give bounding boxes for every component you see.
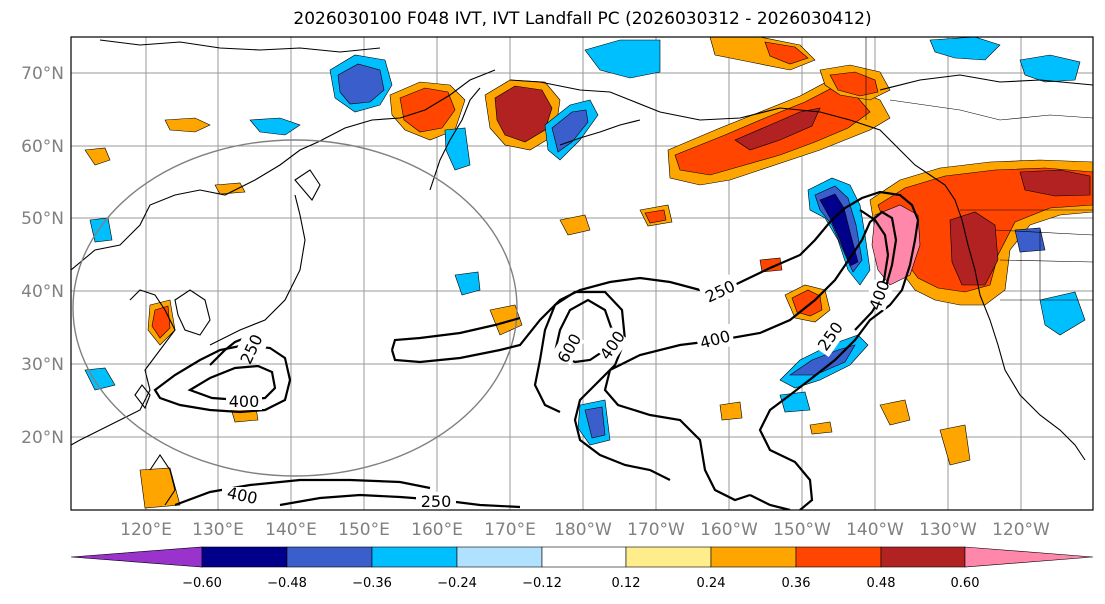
lon-label: 150°E (338, 520, 390, 540)
colorbar-swatch (371, 546, 458, 568)
lat-label-40n: 40°N (21, 282, 64, 302)
colorbar-swatch (201, 546, 288, 568)
ivt-contours (153, 190, 920, 510)
lon-label: 140°E (265, 520, 317, 540)
borders (865, 37, 1093, 301)
colorbar-tick-label: 0.36 (782, 576, 811, 591)
colorbar-tick-label: −0.12 (522, 576, 562, 591)
longitude-labels: 120°E 130°E 140°E 150°E 160°E 170°E 180°… (120, 520, 1050, 540)
colorbar-tick-label: −0.36 (352, 576, 392, 591)
colorbar (70, 546, 1094, 568)
lat-label-20n: 20°N (21, 428, 64, 448)
lat-label-60n: 60°N (21, 137, 64, 157)
colorbar-tick-label: 0.24 (697, 576, 726, 591)
coastlines (71, 39, 1093, 506)
contour-label: 250 (421, 492, 452, 511)
colorbar-tick-label: 0.48 (867, 576, 896, 591)
colorbar-swatch (710, 546, 797, 568)
lon-label: 170°E (484, 520, 536, 540)
latitude-labels: 70°N 60°N 50°N 40°N 30°N 20°N (21, 64, 64, 448)
lon-label: 130°E (192, 520, 244, 540)
colorbar-tick-label: −0.48 (267, 576, 307, 591)
contour-label: 400 (229, 392, 260, 411)
colorbar-extend-low (70, 546, 203, 568)
map-frame (70, 36, 1094, 511)
colorbar-ticks: −0.60 −0.48 −0.36 −0.24 −0.12 0.12 0.24 … (182, 576, 979, 591)
colorbar-tick-label: 0.60 (951, 576, 980, 591)
lon-label: 120°E (120, 520, 172, 540)
colorbar-swatch (286, 546, 373, 568)
lon-label: 160°E (411, 520, 463, 540)
lon-label: 140°W (846, 520, 904, 540)
lon-label: 120°W (992, 520, 1050, 540)
colorbar-swatch (456, 546, 543, 568)
map-title: 2026030100 F048 IVT, IVT Landfall PC (20… (293, 9, 872, 29)
lon-label: 170°W (627, 520, 685, 540)
colorbar-tick-label: −0.24 (437, 576, 477, 591)
colorbar-swatch (795, 546, 882, 568)
ivt-shading (84, 37, 1093, 509)
landfall-region-outline (72, 139, 518, 477)
lat-label-70n: 70°N (21, 64, 64, 84)
colorbar-swatch (625, 546, 712, 568)
lon-label: 180°W (554, 520, 612, 540)
lat-label-30n: 30°N (21, 355, 64, 375)
colorbar-tick-label: 0.12 (612, 576, 641, 591)
colorbar-tick-label: −0.60 (182, 576, 222, 591)
lon-label: 130°W (919, 520, 977, 540)
colorbar-swatch (880, 546, 966, 568)
colorbar-swatch (541, 546, 627, 568)
lat-label-50n: 50°N (21, 209, 64, 229)
lon-label: 150°W (773, 520, 831, 540)
colorbar-extend-high (964, 546, 1094, 568)
lon-label: 160°W (700, 520, 758, 540)
